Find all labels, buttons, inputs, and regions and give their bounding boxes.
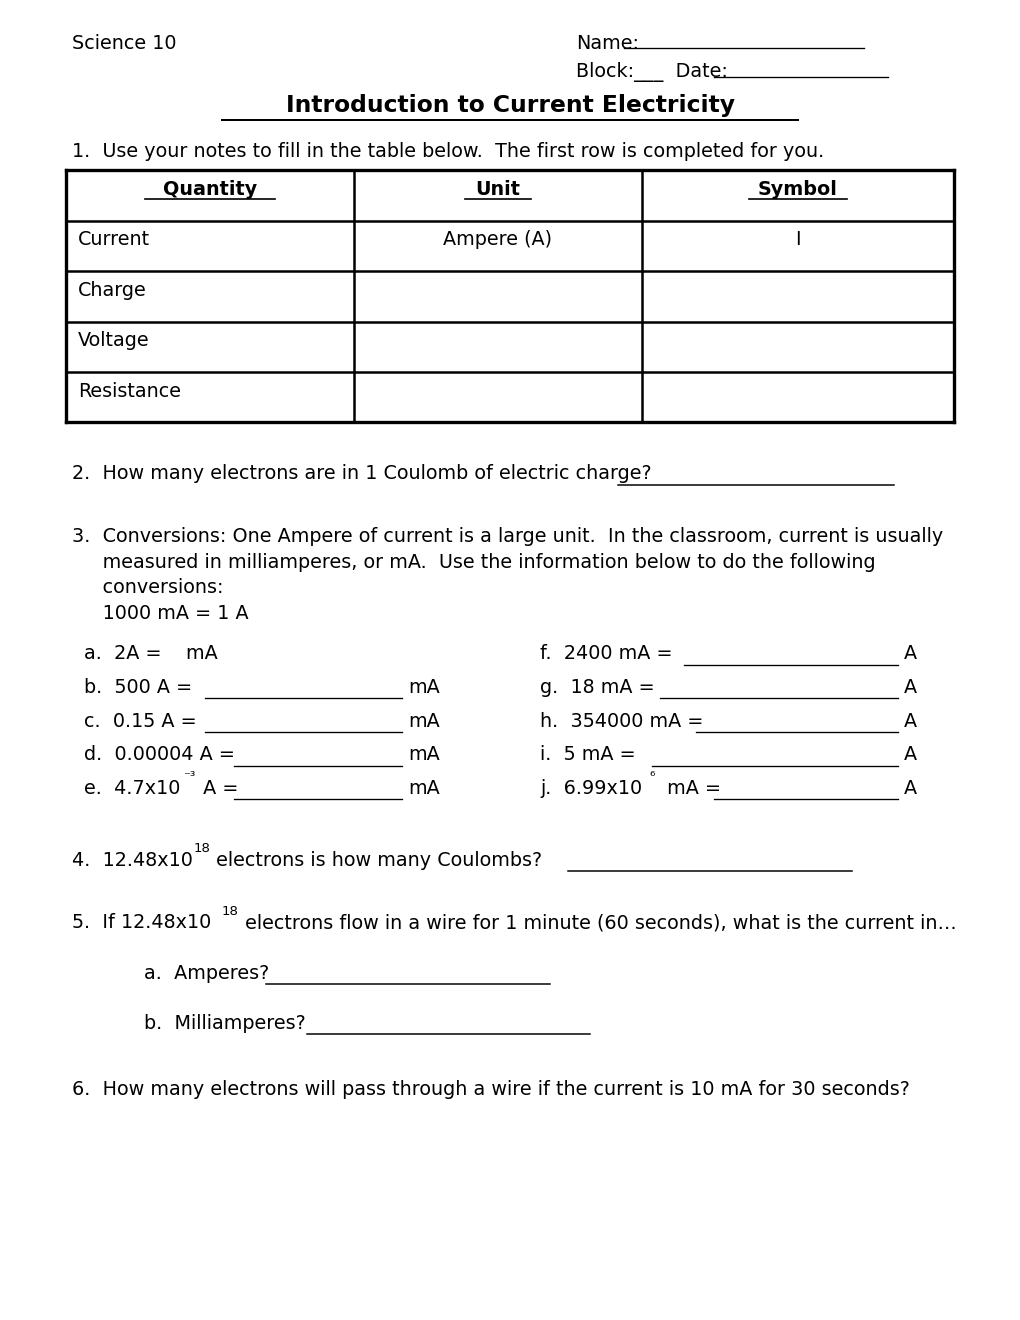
Text: f.  2400 mA =: f. 2400 mA = [540, 644, 678, 664]
Text: Voltage: Voltage [78, 331, 150, 350]
Text: j.  6.99x10: j. 6.99x10 [540, 779, 643, 797]
Text: 1.  Use your notes to fill in the table below.  The first row is completed for y: 1. Use your notes to fill in the table b… [72, 141, 824, 161]
Text: a.  Amperes?: a. Amperes? [144, 964, 282, 982]
Text: A: A [904, 779, 917, 797]
Text: Name:: Name: [576, 33, 639, 53]
Text: 2.  How many electrons are in 1 Coulomb of electric charge?: 2. How many electrons are in 1 Coulomb o… [72, 465, 664, 483]
Text: 6.  How many electrons will pass through a wire if the current is 10 mA for 30 s: 6. How many electrons will pass through … [72, 1080, 910, 1100]
Text: mA =: mA = [661, 779, 721, 797]
Text: Unit: Unit [475, 180, 520, 199]
Text: conversions:: conversions: [72, 578, 223, 598]
Text: measured in milliamperes, or mA.  Use the information below to do the following: measured in milliamperes, or mA. Use the… [72, 553, 875, 572]
Text: mA: mA [408, 678, 440, 697]
Text: 1000 mA = 1 A: 1000 mA = 1 A [72, 605, 249, 623]
Text: g.  18 mA =: g. 18 mA = [540, 678, 661, 697]
Text: Resistance: Resistance [78, 381, 181, 400]
Text: c.  0.15 A =: c. 0.15 A = [84, 711, 197, 730]
Text: e.  4.7x10: e. 4.7x10 [84, 779, 181, 797]
Text: electrons is how many Coulombs?: electrons is how many Coulombs? [210, 851, 555, 870]
Text: Charge: Charge [78, 281, 147, 300]
Text: b.  500 A =: b. 500 A = [84, 678, 198, 697]
Text: A: A [904, 644, 917, 664]
Text: Science 10: Science 10 [72, 33, 176, 53]
Text: 5.  If 12.48x10: 5. If 12.48x10 [72, 913, 211, 932]
Text: A: A [904, 678, 917, 697]
Text: electrons flow in a wire for 1 minute (60 seconds), what is the current in…: electrons flow in a wire for 1 minute (6… [239, 913, 957, 932]
Text: Quantity: Quantity [163, 180, 257, 199]
Text: a.  2A =    mA: a. 2A = mA [84, 644, 217, 664]
Text: 18: 18 [193, 842, 210, 855]
Text: ⁶: ⁶ [649, 771, 655, 783]
Text: mA: mA [408, 779, 440, 797]
Text: mA: mA [408, 746, 440, 764]
Text: i.  5 mA =: i. 5 mA = [540, 746, 642, 764]
Text: A: A [904, 711, 917, 730]
Text: 4.  12.48x10: 4. 12.48x10 [72, 851, 193, 870]
Text: A =: A = [197, 779, 239, 797]
Text: A: A [904, 746, 917, 764]
Text: 3.  Conversions: One Ampere of current is a large unit.  In the classroom, curre: 3. Conversions: One Ampere of current is… [72, 527, 944, 545]
Text: Block:___  Date:: Block:___ Date: [576, 62, 728, 82]
Text: d.  0.00004 A =: d. 0.00004 A = [84, 746, 235, 764]
Text: Introduction to Current Electricity: Introduction to Current Electricity [286, 94, 734, 116]
Text: ⁻³: ⁻³ [184, 771, 196, 783]
Text: b.  Milliamperes?: b. Milliamperes? [144, 1014, 318, 1034]
Text: 18: 18 [222, 904, 239, 917]
Text: Symbol: Symbol [758, 180, 838, 199]
Text: Current: Current [78, 231, 150, 249]
Text: I: I [796, 231, 801, 249]
Text: mA: mA [408, 711, 440, 730]
Text: Ampere (A): Ampere (A) [444, 231, 553, 249]
Text: h.  354000 mA =: h. 354000 mA = [540, 711, 704, 730]
